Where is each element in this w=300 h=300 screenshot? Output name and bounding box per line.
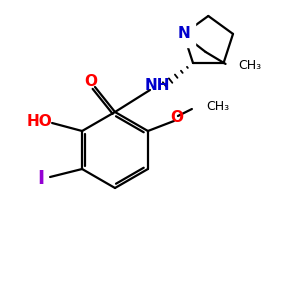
Text: NH: NH [144, 79, 170, 94]
Text: N: N [177, 26, 190, 41]
Text: CH₃: CH₃ [206, 100, 229, 113]
Text: O: O [85, 74, 98, 88]
Text: I: I [38, 169, 45, 188]
Text: CH₃: CH₃ [238, 59, 262, 72]
Text: O: O [170, 110, 183, 125]
Text: HO: HO [26, 113, 52, 128]
